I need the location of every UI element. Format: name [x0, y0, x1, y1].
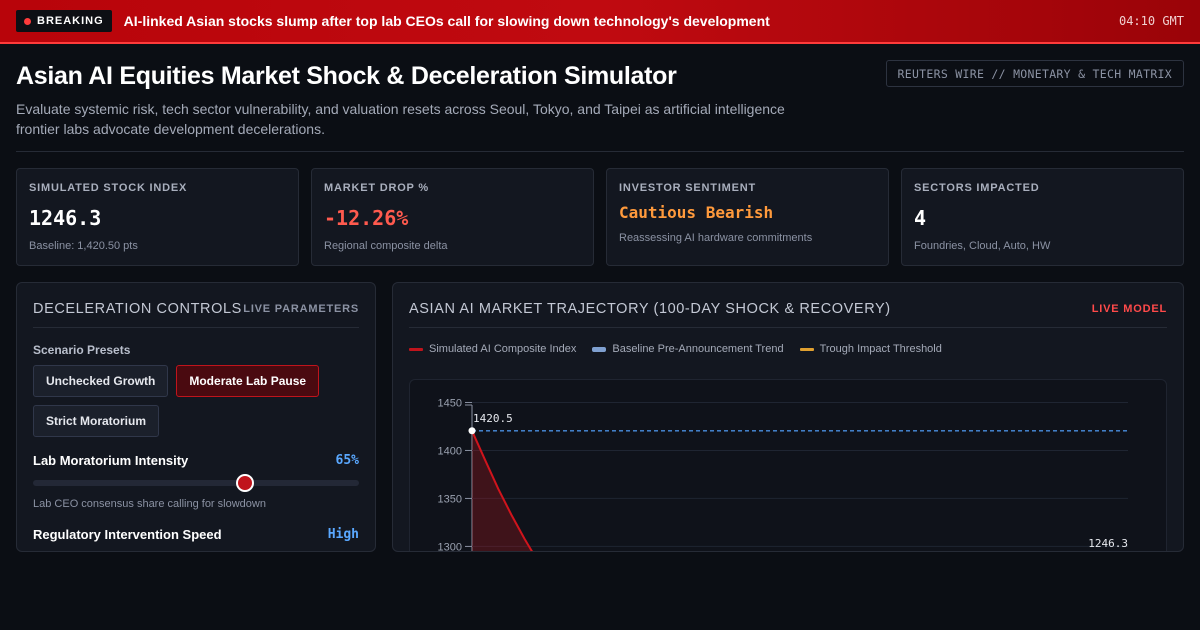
- legend-swatch: [799, 347, 814, 351]
- simulated-index-area: [472, 430, 532, 551]
- live-dot-icon: [24, 17, 31, 25]
- metric-card-sectors-impacted: SECTORS IMPACTED 4 Foundries, Cloud, Aut…: [901, 168, 1184, 266]
- metric-value: Cautious Bearish: [619, 203, 774, 222]
- metric-value: 1246.3: [29, 206, 102, 230]
- page-subtitle: Evaluate systemic risk, tech sector vuln…: [16, 101, 785, 137]
- start-value-label: 1420.5: [473, 412, 513, 425]
- end-value-label: 1246.3: [1088, 537, 1128, 550]
- metric-label: SECTORS IMPACTED: [914, 182, 1040, 194]
- intensity-slider-handle[interactable]: [235, 474, 254, 492]
- wire-tag: REUTERS WIRE // MONETARY & TECH MATRIX: [885, 60, 1184, 87]
- legend-swatch: [592, 346, 607, 352]
- metric-card-investor-sentiment: INVESTOR SENTIMENT Cautious Bearish Reas…: [606, 168, 889, 266]
- legend-swatch: [409, 347, 423, 351]
- preset-group: Unchecked Growth Moderate Lab Pause Stri…: [33, 365, 359, 437]
- intensity-hint: Lab CEO consensus share calling for slow…: [33, 498, 266, 510]
- header-divider: [16, 151, 1184, 152]
- start-point-marker: [468, 427, 476, 435]
- y-tick-label: 1350: [438, 493, 462, 505]
- breaking-time: 04:10 GMT: [1118, 14, 1184, 28]
- chart-header: ASIAN AI MARKET TRAJECTORY (100-DAY SHOC…: [409, 301, 1167, 328]
- preset-unchecked-growth-button[interactable]: Unchecked Growth: [33, 365, 169, 397]
- legend-label: Trough Impact Threshold: [819, 343, 942, 355]
- metric-value: 4: [914, 206, 927, 230]
- trajectory-chart: 1300 1350 1400 1450 1420.5 1246.3: [438, 397, 1128, 552]
- metric-value: -12.26%: [324, 206, 409, 230]
- chart-legend: Simulated AI Composite Index Baseline Pr…: [409, 343, 1167, 355]
- metric-sub: Baseline: 1,420.50 pts: [29, 240, 138, 252]
- legend-label: Simulated AI Composite Index: [429, 343, 577, 355]
- market-trajectory-panel: ASIAN AI MARKET TRAJECTORY (100-DAY SHOC…: [392, 282, 1184, 552]
- breaking-badge: BREAKING: [16, 10, 112, 32]
- chart-title: ASIAN AI MARKET TRAJECTORY (100-DAY SHOC…: [409, 301, 891, 317]
- simulated-index-line: [471, 430, 533, 551]
- preset-strict-moratorium-button[interactable]: Strict Moratorium: [33, 405, 160, 437]
- regulatory-label: Regulatory Intervention Speed: [33, 527, 222, 542]
- regulatory-value: High: [327, 527, 359, 542]
- intensity-row: Lab Moratorium Intensity 65%: [33, 453, 359, 468]
- deceleration-controls-panel: DECELERATION CONTROLS LIVE PARAMETERS Sc…: [16, 282, 376, 552]
- metric-sub: Reassessing AI hardware commitments: [619, 232, 813, 244]
- breaking-news-bar: BREAKING AI-linked Asian stocks slump af…: [0, 0, 1200, 44]
- intensity-label: Lab Moratorium Intensity: [33, 453, 189, 468]
- metric-sub: Regional composite delta: [324, 240, 448, 252]
- metric-card-stock-index: SIMULATED STOCK INDEX 1246.3 Baseline: 1…: [16, 168, 299, 266]
- intensity-slider[interactable]: [33, 474, 359, 492]
- metric-sub: Foundries, Cloud, Auto, HW: [914, 240, 1051, 252]
- controls-title: DECELERATION CONTROLS: [33, 301, 242, 317]
- metric-label: SIMULATED STOCK INDEX: [29, 182, 188, 194]
- preset-moderate-lab-pause-button[interactable]: Moderate Lab Pause: [176, 365, 320, 397]
- controls-tag: LIVE PARAMETERS: [243, 303, 359, 315]
- regulatory-row: Regulatory Intervention Speed High: [33, 527, 359, 542]
- controls-header: DECELERATION CONTROLS LIVE PARAMETERS: [33, 301, 359, 328]
- breaking-badge-label: BREAKING: [37, 15, 104, 27]
- metric-label: MARKET DROP %: [324, 182, 429, 194]
- y-tick-label: 1450: [438, 397, 462, 409]
- intensity-value: 65%: [335, 453, 359, 468]
- chart-live-tag: LIVE MODEL: [1091, 303, 1167, 315]
- legend-item-trough[interactable]: Trough Impact Threshold: [799, 343, 942, 355]
- legend-label: Baseline Pre-Announcement Trend: [612, 343, 784, 355]
- page-title: Asian AI Equities Market Shock & Deceler…: [16, 62, 677, 90]
- legend-item-baseline[interactable]: Baseline Pre-Announcement Trend: [592, 343, 784, 355]
- metric-label: INVESTOR SENTIMENT: [619, 182, 757, 194]
- chart-area: 1300 1350 1400 1450 1420.5 1246.3: [409, 379, 1167, 552]
- breaking-headline[interactable]: AI-linked Asian stocks slump after top l…: [123, 13, 770, 29]
- presets-label: Scenario Presets: [33, 343, 131, 357]
- y-tick-label: 1400: [438, 445, 462, 457]
- legend-item-simulated[interactable]: Simulated AI Composite Index: [409, 343, 576, 355]
- y-tick-label: 1300: [438, 541, 462, 552]
- metric-card-market-drop: MARKET DROP % -12.26% Regional composite…: [311, 168, 594, 266]
